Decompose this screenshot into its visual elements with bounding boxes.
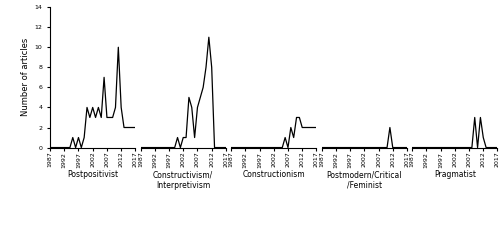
X-axis label: Constructivism/
Interpretivism: Constructivism/ Interpretivism <box>153 170 214 190</box>
X-axis label: Postmodern/Critical
/Feminist: Postmodern/Critical /Feminist <box>326 170 402 190</box>
X-axis label: Constructionism: Constructionism <box>242 170 305 179</box>
Y-axis label: Number of articles: Number of articles <box>22 38 30 116</box>
X-axis label: Pragmatist: Pragmatist <box>434 170 476 179</box>
X-axis label: Postpositivist: Postpositivist <box>67 170 118 179</box>
